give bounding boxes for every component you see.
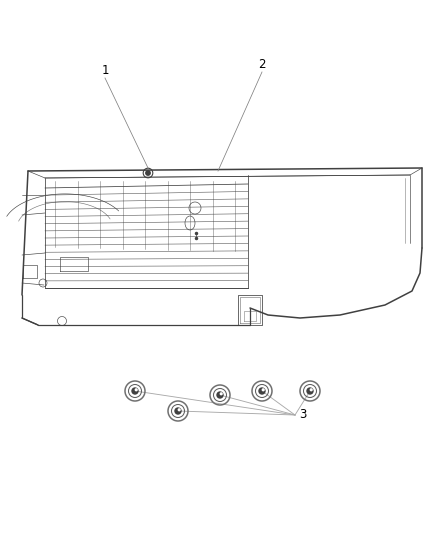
Text: 3: 3	[299, 408, 306, 422]
Circle shape	[178, 409, 180, 411]
Circle shape	[146, 171, 150, 175]
Circle shape	[132, 388, 138, 394]
Circle shape	[135, 389, 137, 391]
Circle shape	[217, 392, 223, 398]
Circle shape	[307, 388, 313, 394]
Circle shape	[175, 408, 181, 414]
Circle shape	[220, 393, 222, 395]
Text: 1: 1	[101, 64, 109, 77]
Text: 2: 2	[258, 59, 266, 71]
Circle shape	[262, 389, 264, 391]
Circle shape	[259, 388, 265, 394]
Circle shape	[310, 389, 312, 391]
